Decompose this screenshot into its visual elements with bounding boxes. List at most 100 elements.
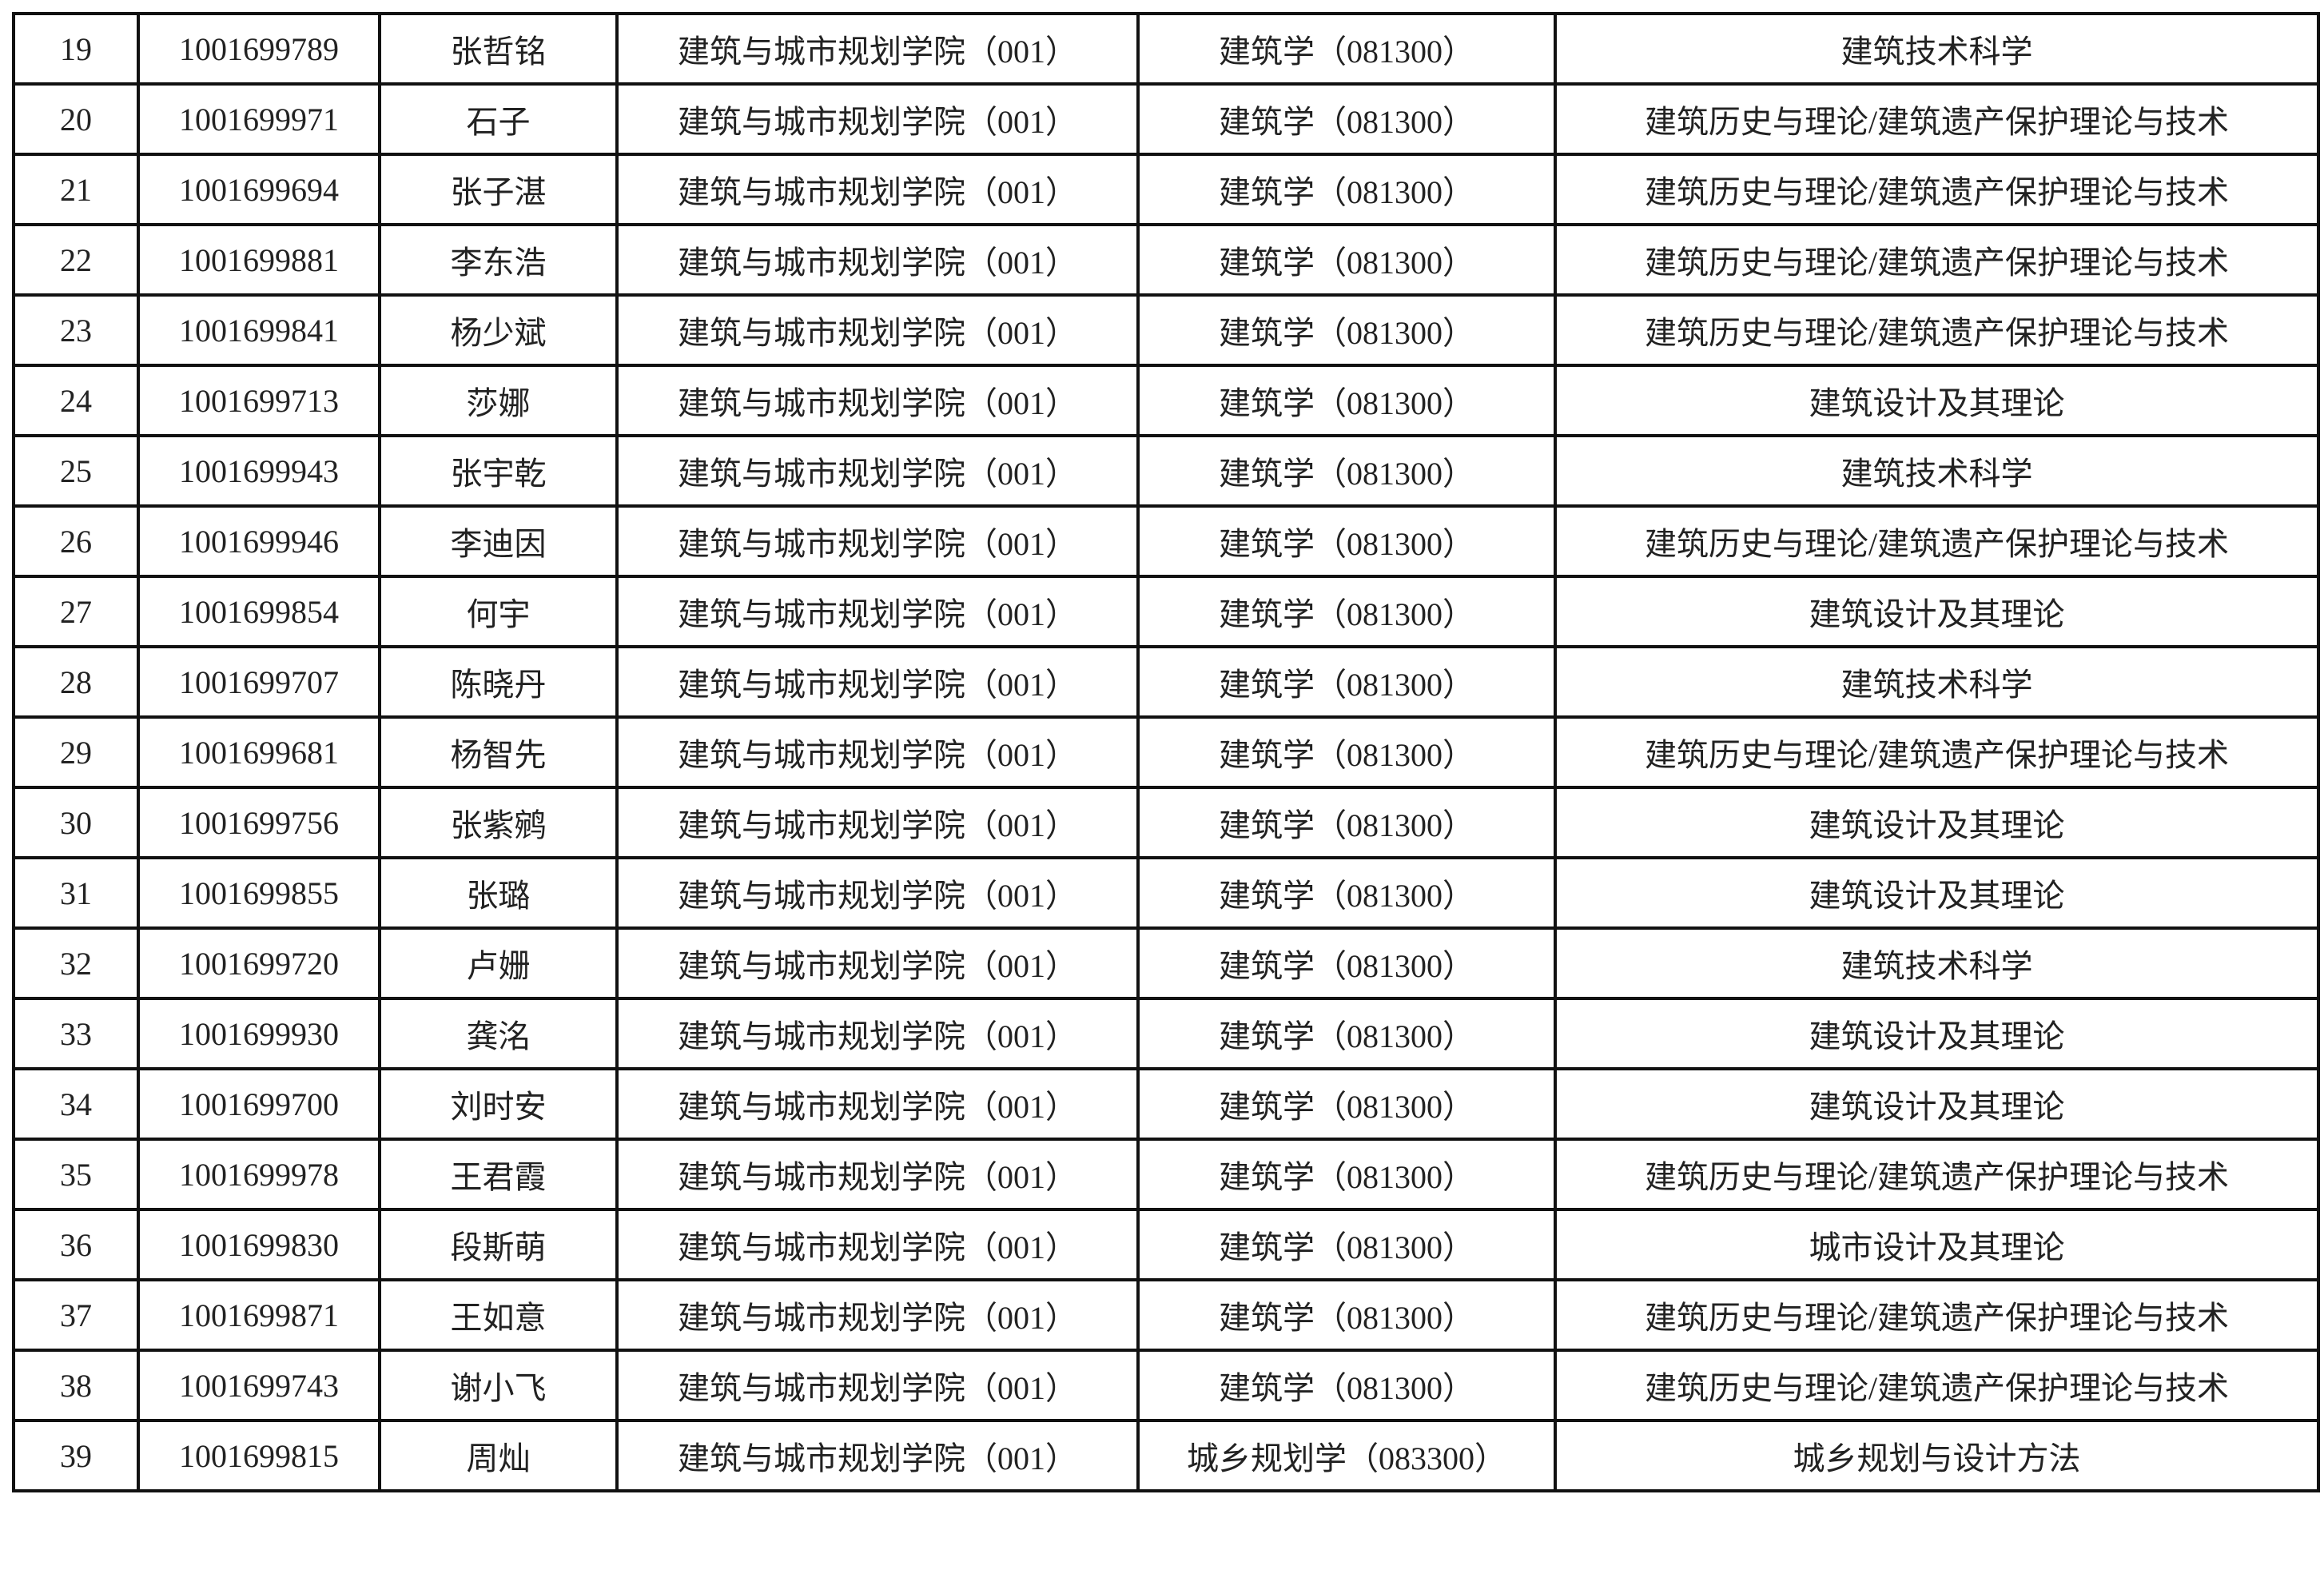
college-cell: 建筑与城市规划学院（001） — [615, 1138, 1140, 1211]
major-cell: 建筑学（081300） — [1136, 504, 1557, 578]
research-direction-cell: 建筑历史与理论/建筑遗产保护理论与技术 — [1554, 715, 2320, 789]
student-id-cell: 1001699756 — [137, 786, 381, 859]
major-cell: 建筑学（081300） — [1136, 645, 1557, 719]
row-number-cell: 31 — [12, 856, 140, 930]
major-cell: 建筑学（081300） — [1136, 12, 1557, 86]
major-cell: 建筑学（081300） — [1136, 715, 1557, 789]
table-row: 33 1001699930 龚洺 建筑与城市规划学院（001） 建筑学（081300）建… — [12, 997, 2320, 1070]
table-row: 32 1001699720 卢姗 建筑与城市规划学院（001） 建筑学（081300）建… — [12, 926, 2320, 1000]
college-cell: 建筑与城市规划学院（001） — [615, 715, 1140, 789]
row-number-cell: 21 — [12, 153, 140, 226]
student-id-cell: 1001699789 — [137, 12, 381, 86]
student-id-cell: 1001699946 — [137, 504, 381, 578]
row-number-cell: 27 — [12, 575, 140, 648]
student-id-cell: 1001699700 — [137, 1067, 381, 1141]
student-id-cell: 1001699815 — [137, 1419, 381, 1492]
table-body: 19 1001699789 张哲铭 建筑与城市规划学院（001） 建筑学（081300）… — [12, 12, 2320, 1492]
student-name-cell: 王君霞 — [378, 1138, 619, 1211]
student-id-cell: 1001699694 — [137, 153, 381, 226]
major-cell: 建筑学（081300） — [1136, 1138, 1557, 1211]
student-name-cell: 刘时安 — [378, 1067, 619, 1141]
college-cell: 建筑与城市规划学院（001） — [615, 364, 1140, 437]
table-row: 19 1001699789 张哲铭 建筑与城市规划学院（001） 建筑学（081300）… — [12, 12, 2320, 86]
student-name-cell: 张璐 — [378, 856, 619, 930]
major-cell: 建筑学（081300） — [1136, 293, 1557, 367]
student-id-cell: 1001699978 — [137, 1138, 381, 1211]
student-name-cell: 王如意 — [378, 1278, 619, 1352]
table-row: 35 1001699978 王君霞 建筑与城市规划学院（001） 建筑学（081300）… — [12, 1138, 2320, 1211]
major-cell: 建筑学（081300） — [1136, 1349, 1557, 1422]
row-number-cell: 33 — [12, 997, 140, 1070]
college-cell: 建筑与城市规划学院（001） — [615, 504, 1140, 578]
row-number-cell: 26 — [12, 504, 140, 578]
table-row: 31 1001699855 张璐 建筑与城市规划学院（001） 建筑学（081300）建… — [12, 856, 2320, 930]
research-direction-cell: 建筑设计及其理论 — [1554, 1067, 2320, 1141]
student-id-cell: 1001699720 — [137, 926, 381, 1000]
research-direction-cell: 建筑设计及其理论 — [1554, 856, 2320, 930]
student-id-cell: 1001699681 — [137, 715, 381, 789]
research-direction-cell: 建筑设计及其理论 — [1554, 364, 2320, 437]
student-name-cell: 谢小飞 — [378, 1349, 619, 1422]
college-cell: 建筑与城市规划学院（001） — [615, 434, 1140, 508]
college-cell: 建筑与城市规划学院（001） — [615, 153, 1140, 226]
row-number-cell: 28 — [12, 645, 140, 719]
student-name-cell: 段斯萌 — [378, 1208, 619, 1281]
table-row: 28 1001699707 陈晓丹 建筑与城市规划学院（001） 建筑学（081300）… — [12, 645, 2320, 719]
student-name-cell: 张子湛 — [378, 153, 619, 226]
student-id-cell: 1001699881 — [137, 223, 381, 297]
table-row: 29 1001699681 杨智先 建筑与城市规划学院（001） 建筑学（081300）… — [12, 715, 2320, 789]
major-cell: 建筑学（081300） — [1136, 153, 1557, 226]
major-cell: 建筑学（081300） — [1136, 1208, 1557, 1281]
major-cell: 建筑学（081300） — [1136, 1278, 1557, 1352]
row-number-cell: 37 — [12, 1278, 140, 1352]
table-row: 37 1001699871 王如意 建筑与城市规划学院（001） 建筑学（081300）… — [12, 1278, 2320, 1352]
college-cell: 建筑与城市规划学院（001） — [615, 575, 1140, 648]
row-number-cell: 36 — [12, 1208, 140, 1281]
student-id-cell: 1001699930 — [137, 997, 381, 1070]
student-id-cell: 1001699855 — [137, 856, 381, 930]
row-number-cell: 19 — [12, 12, 140, 86]
research-direction-cell: 建筑技术科学 — [1554, 12, 2320, 86]
college-cell: 建筑与城市规划学院（001） — [615, 1278, 1140, 1352]
student-name-cell: 张哲铭 — [378, 12, 619, 86]
major-cell: 建筑学（081300） — [1136, 786, 1557, 859]
college-cell: 建筑与城市规划学院（001） — [615, 1208, 1140, 1281]
college-cell: 建筑与城市规划学院（001） — [615, 1419, 1140, 1492]
student-name-cell: 周灿 — [378, 1419, 619, 1492]
student-id-cell: 1001699707 — [137, 645, 381, 719]
student-id-cell: 1001699871 — [137, 1278, 381, 1352]
major-cell: 建筑学（081300） — [1136, 1067, 1557, 1141]
research-direction-cell: 城乡规划与设计方法 — [1554, 1419, 2320, 1492]
table-row: 24 1001699713 莎娜 建筑与城市规划学院（001） 建筑学（081300）建… — [12, 364, 2320, 437]
row-number-cell: 30 — [12, 786, 140, 859]
student-name-cell: 张紫鹓 — [378, 786, 619, 859]
table-row: 26 1001699946 李迪因 建筑与城市规划学院（001） 建筑学（081300）… — [12, 504, 2320, 578]
row-number-cell: 20 — [12, 82, 140, 156]
research-direction-cell: 建筑技术科学 — [1554, 926, 2320, 1000]
college-cell: 建筑与城市规划学院（001） — [615, 293, 1140, 367]
row-number-cell: 38 — [12, 1349, 140, 1422]
student-name-cell: 李东浩 — [378, 223, 619, 297]
student-name-cell: 杨少斌 — [378, 293, 619, 367]
major-cell: 城乡规划学（083300） — [1136, 1419, 1557, 1492]
student-name-cell: 莎娜 — [378, 364, 619, 437]
table-row: 38 1001699743 谢小飞 建筑与城市规划学院（001） 建筑学（081300）… — [12, 1349, 2320, 1422]
research-direction-cell: 建筑历史与理论/建筑遗产保护理论与技术 — [1554, 1138, 2320, 1211]
student-id-cell: 1001699943 — [137, 434, 381, 508]
student-id-cell: 1001699854 — [137, 575, 381, 648]
row-number-cell: 22 — [12, 223, 140, 297]
research-direction-cell: 城市设计及其理论 — [1554, 1208, 2320, 1281]
student-id-cell: 1001699830 — [137, 1208, 381, 1281]
student-name-cell: 杨智先 — [378, 715, 619, 789]
student-name-cell: 陈晓丹 — [378, 645, 619, 719]
student-name-cell: 龚洺 — [378, 997, 619, 1070]
major-cell: 建筑学（081300） — [1136, 856, 1557, 930]
row-number-cell: 39 — [12, 1419, 140, 1492]
row-number-cell: 25 — [12, 434, 140, 508]
row-number-cell: 34 — [12, 1067, 140, 1141]
research-direction-cell: 建筑历史与理论/建筑遗产保护理论与技术 — [1554, 223, 2320, 297]
research-direction-cell: 建筑历史与理论/建筑遗产保护理论与技术 — [1554, 153, 2320, 226]
table-row: 36 1001699830 段斯萌 建筑与城市规划学院（001） 建筑学（081300）… — [12, 1208, 2320, 1281]
student-name-cell: 李迪因 — [378, 504, 619, 578]
row-number-cell: 29 — [12, 715, 140, 789]
